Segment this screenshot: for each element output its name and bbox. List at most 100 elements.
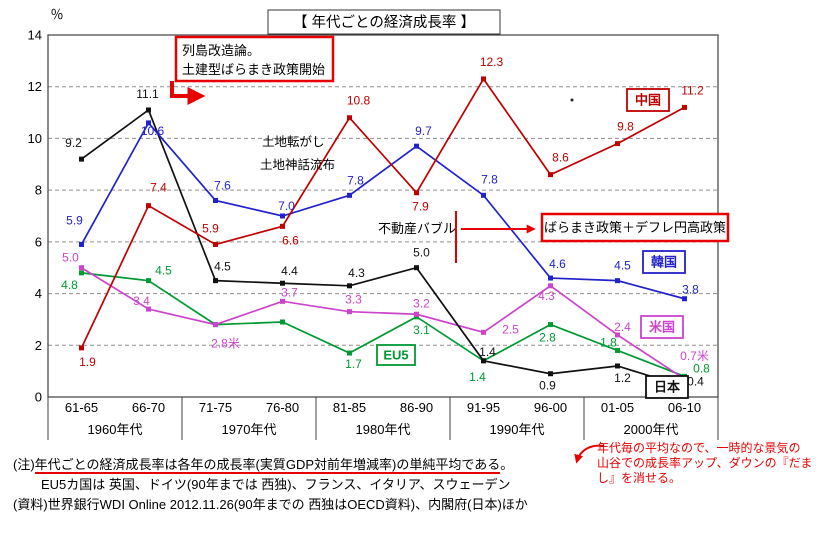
decade-label: 1990年代 bbox=[490, 422, 545, 437]
point-label-us: 5.0 bbox=[62, 251, 79, 265]
x-tick-label: 91-95 bbox=[467, 400, 500, 415]
point-label-korea: 7.8 bbox=[347, 173, 364, 187]
point-label-eu5: 1.4 bbox=[469, 370, 486, 384]
reform-annotation-line1: 列島改造論。 bbox=[182, 43, 260, 58]
chart-title: 【 年代ごとの経済成長率 】 bbox=[293, 14, 475, 31]
data-point-korea bbox=[213, 197, 218, 203]
point-label-china: 7.9 bbox=[412, 200, 429, 214]
data-point-us bbox=[414, 311, 419, 317]
data-point-japan bbox=[280, 280, 285, 286]
point-label-china: 8.6 bbox=[552, 151, 569, 165]
red-commentary-line-1: 年代毎の平均なので、一時的な景気の bbox=[597, 441, 801, 455]
point-label-korea: 4.5 bbox=[614, 259, 631, 273]
data-point-china bbox=[79, 345, 84, 351]
data-point-korea bbox=[481, 192, 486, 198]
land-flip-annotation: 土地転がし bbox=[262, 134, 325, 149]
point-label-korea: 5.9 bbox=[66, 213, 83, 227]
point-label-us: 2.4 bbox=[614, 320, 631, 334]
point-label-japan: 4.3 bbox=[348, 266, 365, 280]
point-label-china: 5.9 bbox=[202, 221, 219, 235]
point-label-eu5: 4.5 bbox=[155, 264, 172, 278]
note1-suffix: 。 bbox=[500, 457, 514, 472]
point-label-china: 6.6 bbox=[282, 233, 299, 247]
footnote-source-note: (注)年代ごとの経済成長率は各年の成長率(実質GDP対前年増減率)の単純平均であ… bbox=[13, 455, 528, 475]
point-label-china: 9.8 bbox=[617, 120, 634, 134]
point-label-us: 2.5 bbox=[502, 322, 519, 336]
series-tag-box-eu5 bbox=[376, 344, 416, 366]
data-point-us bbox=[615, 332, 620, 338]
decade-label: 1970年代 bbox=[222, 422, 277, 437]
series-line-japan bbox=[80, 108, 685, 388]
data-point-us bbox=[548, 283, 553, 289]
data-point-japan bbox=[481, 358, 486, 364]
series-tag-japan: 日本 bbox=[654, 380, 680, 395]
data-point-china bbox=[682, 104, 687, 110]
data-point-japan bbox=[146, 107, 151, 113]
land-myth-annotation: 土地神話流布 bbox=[260, 157, 335, 172]
footnote-data-source: (資料)世界銀行WDI Online 2012.11.26(90年までの 西独は… bbox=[13, 497, 528, 512]
x-tick-label: 01-05 bbox=[601, 400, 634, 415]
point-label-china: 10.8 bbox=[347, 94, 371, 108]
y-tick-label: 8 bbox=[35, 183, 42, 198]
data-point-korea bbox=[682, 296, 687, 302]
y-axis-unit: ％ bbox=[50, 7, 63, 22]
point-label-us: 2.8米 bbox=[211, 337, 240, 351]
point-label-china: 7.4 bbox=[150, 181, 167, 195]
y-tick-label: 4 bbox=[35, 286, 42, 301]
chart-title-box bbox=[267, 9, 501, 35]
data-point-china bbox=[213, 241, 218, 247]
y-tick-label: 0 bbox=[35, 390, 42, 405]
series-tag-korea: 韓国 bbox=[651, 255, 677, 270]
series-tag-box-china bbox=[626, 88, 670, 112]
point-label-japan: 5.0 bbox=[413, 246, 430, 260]
decade-label: 1960年代 bbox=[88, 422, 143, 437]
y-tick-label: 6 bbox=[35, 234, 42, 249]
point-label-eu5: 1.8 bbox=[600, 335, 617, 349]
point-label-eu5: 1.7 bbox=[345, 357, 362, 371]
data-point-japan bbox=[213, 278, 218, 284]
x-tick-label: 71-75 bbox=[199, 400, 232, 415]
point-label-us: 0.7米 bbox=[680, 349, 709, 363]
x-tick-label: 96-00 bbox=[534, 400, 567, 415]
data-point-korea bbox=[615, 278, 620, 284]
red-commentary-line-3: し』を消せる。 bbox=[597, 471, 682, 485]
data-point-japan bbox=[347, 283, 352, 289]
point-label-japan: 1.4 bbox=[479, 345, 496, 359]
point-label-korea: 7.6 bbox=[214, 178, 231, 192]
data-point-china bbox=[548, 172, 553, 178]
reform-annotation-box bbox=[174, 35, 335, 83]
data-point-eu5 bbox=[548, 322, 553, 328]
data-point-eu5 bbox=[280, 319, 285, 325]
data-point-eu5 bbox=[146, 278, 151, 284]
series-tag-china: 中国 bbox=[635, 93, 661, 108]
data-point-china bbox=[347, 115, 352, 121]
y-tick-label: 10 bbox=[28, 131, 42, 146]
series-tag-eu5: EU5 bbox=[383, 348, 408, 363]
point-label-china: 1.9 bbox=[79, 355, 96, 369]
point-label-japan: 9.2 bbox=[65, 136, 82, 150]
x-tick-label: 81-85 bbox=[333, 400, 366, 415]
data-point-eu5 bbox=[79, 270, 84, 276]
point-label-china: 12.3 bbox=[480, 55, 504, 69]
red-commentary: 年代毎の平均なので、一時的な景気の 山谷での成長率アップ、ダウンの『だま し』を… bbox=[597, 441, 812, 486]
series-tag-box-japan bbox=[645, 375, 689, 399]
point-label-us: 3.4 bbox=[133, 294, 150, 308]
data-point-eu5 bbox=[615, 347, 620, 353]
data-point-china bbox=[280, 223, 285, 229]
note-underline-arrow bbox=[574, 444, 605, 464]
point-label-korea: 3.8 bbox=[682, 283, 699, 297]
data-point-us bbox=[213, 322, 218, 328]
point-label-eu5: 4.8 bbox=[61, 278, 78, 292]
data-point-japan bbox=[548, 371, 553, 377]
data-point-china bbox=[414, 190, 419, 196]
data-point-china bbox=[481, 76, 486, 82]
point-label-us: 3.3 bbox=[345, 293, 362, 307]
reform-arrow bbox=[170, 81, 206, 105]
data-point-china bbox=[146, 203, 151, 209]
footnote-eu5-definition: EU5カ国は 英国、ドイツ(90年までは 西独)、フランス、イタリア、スウェーデ… bbox=[41, 477, 511, 492]
point-label-japan: 0.9 bbox=[539, 379, 556, 393]
point-label-japan: 4.5 bbox=[214, 260, 231, 274]
x-tick-label: 61-65 bbox=[65, 400, 98, 415]
series-line-china bbox=[80, 77, 685, 349]
x-tick-label: 06-10 bbox=[668, 400, 701, 415]
